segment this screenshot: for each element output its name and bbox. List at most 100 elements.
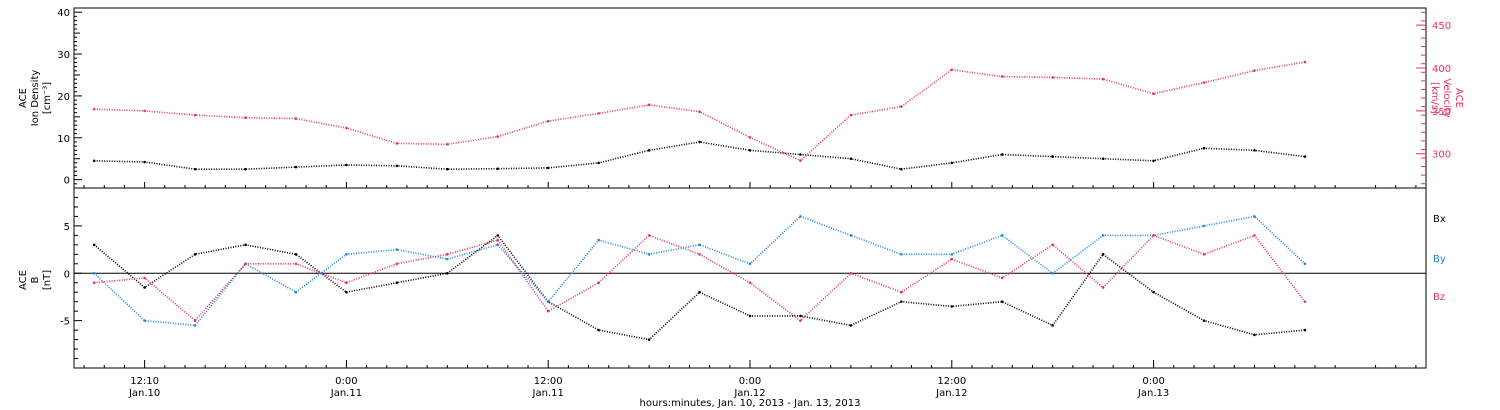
ion-density-series-point [1101, 157, 1105, 160]
ion-density-series-point [496, 167, 500, 171]
b-by-series-point [1000, 234, 1004, 237]
b-by-series-point [294, 290, 298, 294]
ion-density-series-point [395, 164, 399, 168]
ion-density-series-point [1303, 155, 1307, 158]
b-bz-series-point [546, 309, 550, 313]
b-by-series-point [1051, 271, 1054, 275]
b-bx-series-point [1101, 253, 1105, 256]
b-bx-series-point [345, 290, 348, 294]
b-bz-series-point [1000, 276, 1004, 280]
b-by-series-point [647, 253, 651, 256]
b-by-series-point [143, 319, 146, 322]
velocity-series-point [900, 105, 903, 108]
b-by-series-point [1101, 234, 1105, 237]
bottom-tick-label: -5 [60, 317, 70, 328]
ion-density-series-point [799, 153, 802, 156]
bottom-legend: Bx By Bz [1433, 214, 1446, 303]
b-by-series-point [395, 248, 399, 251]
b-bz-series-point [244, 262, 247, 266]
b-bx-series-point [1303, 328, 1307, 332]
plot-data [92, 60, 1307, 341]
b-bx-series-point [597, 328, 600, 332]
top-right-ylabel-line-2: Velocity [1441, 78, 1452, 117]
b-bz-series-point [698, 253, 701, 256]
b-by-series-point [1303, 262, 1307, 266]
b-bz-series-point [1303, 300, 1307, 303]
b-bz-series-point [950, 257, 954, 261]
bottom-panel-frame [73, 187, 1427, 369]
b-bx-series-point [1051, 324, 1054, 327]
b-bz-series-point [92, 281, 96, 285]
b-bx-series [93, 234, 1305, 341]
ion-density-series-point [647, 149, 651, 152]
b-bz-series-point [799, 319, 802, 322]
b-bz-series-point [496, 238, 500, 242]
b-bx-series-point [799, 314, 802, 318]
b-bx-series-point [193, 253, 197, 256]
b-by-series-point [748, 262, 752, 266]
b-bz-series-point [395, 262, 399, 266]
velocity-series-point [1202, 81, 1206, 84]
b-bx-series-point [244, 243, 247, 247]
ion-density-series [94, 141, 1305, 171]
top-left-tick-label: 10 [57, 134, 70, 145]
ion-density-series-point [546, 166, 550, 170]
top-right-ylabel-line-3: [km/s] [1429, 82, 1440, 114]
b-by-series-point [1202, 224, 1206, 228]
b-bz-series-point [900, 290, 903, 294]
top-left-ylabel: ACE Ion Density [cm⁻³] [18, 70, 53, 127]
ion-density-series-point [698, 140, 701, 144]
top-left-ylabel-line-1: ACE [18, 88, 29, 108]
b-bx-series-point [395, 281, 399, 285]
top-left-tick-label: 0 [64, 176, 70, 187]
velocity-series-point [1152, 92, 1155, 96]
velocity-series-point [1253, 69, 1256, 72]
ion-density-series-point [446, 167, 449, 171]
velocity-series-point [1101, 77, 1105, 81]
velocity-series-point [748, 136, 752, 139]
b-bz-series-point [647, 234, 651, 237]
velocity-series-point [1051, 76, 1054, 79]
velocity-series-point [950, 68, 954, 72]
x-axis-label: hours:minutes, Jan. 10, 2013 - Jan. 13, … [640, 398, 861, 409]
ion-density-series-point [193, 167, 197, 171]
velocity-series-point [698, 110, 701, 114]
velocity-series-point [193, 113, 197, 117]
top-left-ylabel-line-2: Ion Density [30, 70, 41, 127]
legend-bx: Bx [1433, 214, 1446, 225]
b-bz-series-point [1101, 286, 1105, 289]
velocity-series-point [597, 112, 600, 115]
b-by-series-point [193, 324, 197, 327]
ion-density-series-point [900, 167, 903, 171]
b-bx-series-point [1253, 333, 1256, 337]
velocity-series-point [799, 159, 802, 162]
b-bz-series-point [1253, 234, 1256, 237]
legend-by: By [1433, 254, 1446, 265]
bottom-ylabel-line-3: [nT] [42, 270, 53, 290]
ion-density-series-point [143, 160, 146, 164]
b-bx-series-point [1202, 319, 1206, 322]
b-bx-series-point [92, 243, 96, 247]
velocity-series-point [446, 142, 449, 146]
b-bx-series-point [698, 290, 701, 294]
ion-density-series-point [1152, 159, 1155, 163]
top-right-tick-label: 350 [1432, 107, 1451, 118]
ion-density-series-point [597, 161, 600, 165]
b-by-series-point [950, 253, 954, 256]
b-by-series-point [546, 300, 550, 303]
b-by-series-point [496, 243, 500, 247]
x-tick-date: Jan.12 [733, 388, 765, 399]
b-bx-series-point [950, 305, 954, 308]
velocity-series-point [395, 142, 399, 145]
top-right-tick-label: 300 [1432, 150, 1451, 161]
velocity-series-point [1000, 75, 1004, 78]
velocity-series-point [143, 109, 146, 113]
ion-density-series-point [294, 165, 298, 169]
b-bz-series-point [345, 281, 348, 285]
top-right-ylabel: ACE Velocity [km/s] [1429, 78, 1464, 117]
b-bz-series [94, 234, 1306, 322]
b-by-series-point [900, 253, 903, 256]
b-by-series-point [345, 253, 348, 256]
b-by-series-point [849, 234, 853, 237]
